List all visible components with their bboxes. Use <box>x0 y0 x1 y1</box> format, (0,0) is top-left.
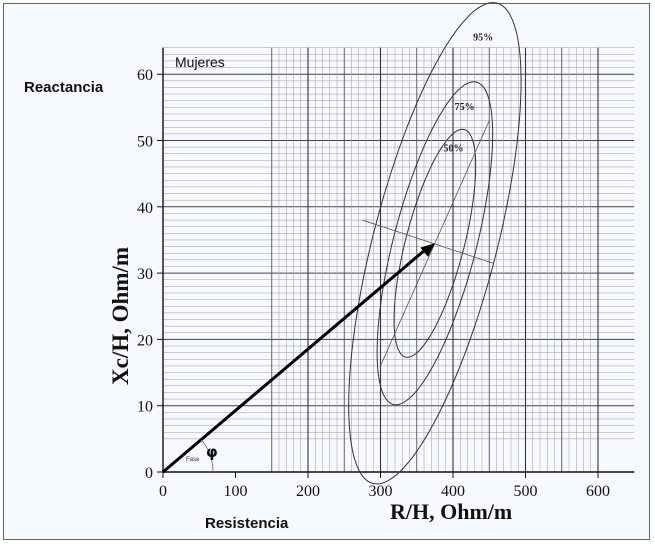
impedance-vector <box>162 243 435 474</box>
tolerance-label-3: 95% <box>473 32 493 43</box>
tolerance-label-1: 50% <box>443 143 463 154</box>
grid <box>163 47 635 472</box>
x-caption: Resistencia <box>205 515 289 532</box>
x-axis-label: R/H, Ohm/m <box>390 499 512 524</box>
x-tick-label: 200 <box>296 483 320 500</box>
y-tick-label: 60 <box>137 67 153 84</box>
y-tick-label: 50 <box>137 134 153 151</box>
y-tick-label: 10 <box>137 399 153 416</box>
vector-arrowhead <box>420 243 435 257</box>
figure-frame <box>3 3 650 540</box>
axes: 0 100 200 300 400 500 600 0 10 20 30 40 50 60 <box>137 47 635 500</box>
y-tick-label: 0 <box>145 465 153 482</box>
x-tick-label: 300 <box>369 483 393 500</box>
x-tick-label: 400 <box>441 483 465 500</box>
x-tick-label: 600 <box>586 483 610 500</box>
vector-line <box>162 245 430 474</box>
x-tick-label: 100 <box>224 483 248 500</box>
angle-caption: Fase <box>186 457 200 463</box>
tolerance-ellipse-3 <box>348 2 522 485</box>
ellipse-major-axis <box>380 120 490 367</box>
group-label: Mujeres <box>175 54 225 70</box>
y-tick-label: 40 <box>137 200 153 217</box>
y-caption: Reactancia <box>24 79 104 96</box>
ellipse-minor-axis <box>362 219 494 264</box>
tolerance-label-2: 75% <box>455 102 475 113</box>
tolerance-ellipses: 50% 75% 95% <box>348 2 522 485</box>
phase-angle-arc <box>200 439 214 473</box>
tolerance-ellipse-1 <box>393 128 477 358</box>
y-axis-label: Xc/H, Ohm/m <box>108 247 133 385</box>
y-tick-label: 20 <box>137 332 153 349</box>
x-tick-label: 0 <box>159 483 167 500</box>
tolerance-ellipse-2 <box>376 81 494 406</box>
y-tick-label: 30 <box>137 266 153 283</box>
angle-symbol: φ <box>206 443 218 461</box>
x-tick-label: 500 <box>514 483 538 500</box>
